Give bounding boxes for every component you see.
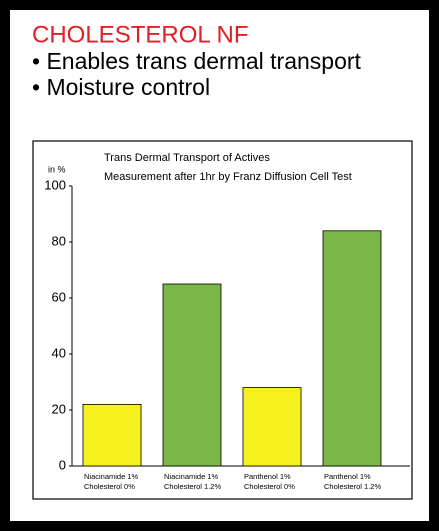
page-title: CHOLESTEROL NF	[32, 21, 248, 48]
x-tick-label: Cholesterol 0%	[84, 482, 135, 491]
bullet: • Moisture control	[32, 74, 210, 100]
y-tick-label: 20	[52, 401, 66, 416]
y-tick-label: 100	[44, 177, 66, 192]
x-tick-label: Niacinamide 1%	[84, 472, 139, 481]
bar	[82, 403, 142, 467]
chart-subtitle: Measurement after 1hr by Franz Diffusion…	[104, 171, 352, 183]
y-tick-label: 80	[52, 233, 66, 248]
x-tick-label: Cholesterol 1.2%	[164, 482, 221, 491]
bar	[162, 283, 222, 467]
x-tick-label: Panthenol 1%	[324, 472, 371, 481]
y-tick-label: 0	[59, 457, 66, 472]
y-tick-label: 40	[52, 345, 66, 360]
bar	[242, 387, 302, 467]
x-tick-label: Cholesterol 1.2%	[324, 482, 381, 491]
x-tick-label: Cholesterol 0%	[244, 482, 295, 491]
chart-title: Trans Dermal Transport of Actives	[104, 152, 270, 164]
x-tick-label: Niacinamide 1%	[164, 472, 219, 481]
bar	[322, 230, 382, 467]
chart-frame	[32, 140, 413, 500]
y-axis-label: in %	[48, 164, 66, 174]
bullet: • Enables trans dermal transport	[32, 48, 362, 74]
x-tick-label: Panthenol 1%	[244, 472, 291, 481]
y-tick-label: 60	[52, 289, 66, 304]
